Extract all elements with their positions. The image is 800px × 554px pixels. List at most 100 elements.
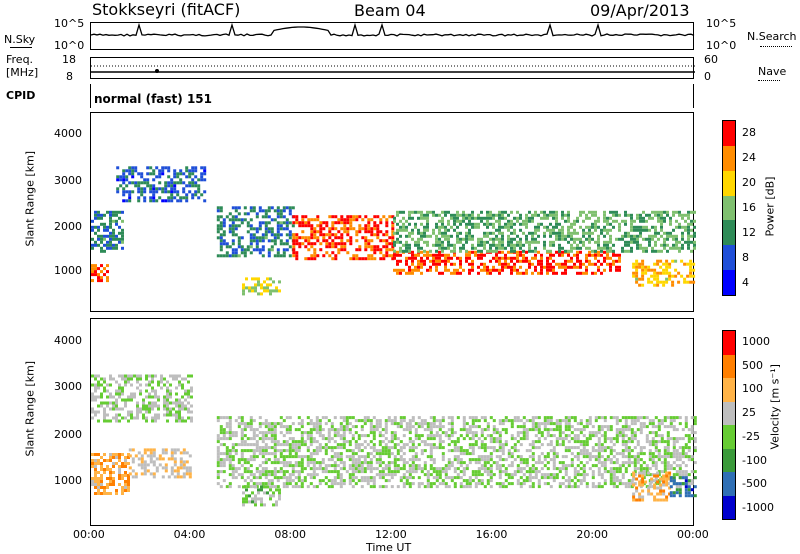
power-cell-5 — [373, 257, 377, 261]
velocity-cell-0 — [91, 392, 94, 396]
velocity-cell-1 — [94, 492, 97, 495]
velocity-cell-3 — [402, 446, 406, 450]
velocity-cell-3 — [555, 467, 559, 471]
velocity-cell-3 — [567, 422, 571, 426]
velocity-cell-3 — [657, 452, 661, 456]
power-cell-7 — [420, 237, 423, 241]
velocity-cell-3 — [495, 428, 499, 432]
power-cell-7 — [552, 231, 555, 235]
power-cell-2 — [119, 184, 123, 188]
power-cell-8 — [689, 274, 693, 278]
power-cell-7 — [570, 225, 573, 229]
power-cell-8 — [641, 277, 645, 281]
velocity-cell-3 — [627, 416, 631, 420]
velocity-cell-3 — [393, 419, 397, 423]
power-cell-5 — [358, 257, 362, 261]
velocity-cell-4 — [263, 503, 266, 507]
power-cell-6 — [564, 262, 567, 266]
velocity-cell-1 — [112, 465, 115, 468]
velocity-cell-3 — [522, 434, 526, 438]
power-cell-5 — [295, 257, 299, 261]
velocity-cell-3 — [597, 473, 601, 477]
velocity-cell-3 — [576, 440, 580, 444]
velocity-cell-3 — [240, 428, 244, 432]
power-cell-0 — [91, 228, 94, 232]
power-cell-6 — [516, 256, 519, 260]
power-cell-2 — [170, 181, 174, 185]
velocity-cell-3 — [525, 434, 529, 438]
power-cell-7 — [582, 210, 585, 214]
velocity-cell-4 — [242, 485, 245, 489]
power-cell-6 — [594, 253, 597, 257]
velocity-cell-3 — [567, 476, 571, 480]
velocity-cell-3 — [441, 419, 445, 423]
power-cell-7 — [447, 228, 450, 232]
velocity-cell-3 — [579, 461, 583, 465]
power-cell-8 — [653, 262, 657, 266]
velocity-cell-0 — [91, 410, 94, 414]
power-cell-7 — [507, 222, 510, 226]
power-cell-4 — [263, 286, 266, 290]
velocity-cell-3 — [312, 458, 316, 462]
velocity-cell-3 — [672, 425, 676, 429]
velocity-colorbar-segment — [723, 495, 735, 519]
power-cell-6 — [438, 253, 441, 257]
velocity-cell-6 — [687, 491, 691, 495]
power-cell-8 — [644, 268, 648, 272]
power-cell-6 — [510, 268, 513, 272]
power-cell-7 — [600, 249, 603, 253]
velocity-cell-2 — [170, 469, 174, 473]
power-cell-6 — [507, 262, 510, 266]
velocity-cell-3 — [318, 422, 322, 426]
velocity-cell-2 — [143, 460, 147, 464]
velocity-cell-0 — [184, 404, 187, 408]
velocity-cell-3 — [339, 443, 343, 447]
power-cell-7 — [438, 243, 441, 247]
power-cell-6 — [426, 256, 429, 260]
velocity-cell-5 — [638, 498, 642, 502]
power-cell-7 — [591, 225, 594, 229]
velocity-cell-3 — [669, 464, 673, 468]
velocity-cell-1 — [91, 465, 94, 468]
velocity-cell-0 — [148, 404, 151, 408]
velocity-cell-3 — [333, 461, 337, 465]
velocity-cell-3 — [453, 455, 457, 459]
velocity-cell-3 — [288, 428, 292, 432]
power-cell-3 — [222, 230, 226, 234]
velocity-cell-0 — [103, 407, 106, 411]
velocity-cell-3 — [261, 470, 265, 474]
velocity-cell-1 — [100, 492, 103, 495]
velocity-cell-3 — [585, 473, 589, 477]
velocity-cell-3 — [630, 440, 634, 444]
power-cell-6 — [396, 250, 399, 254]
velocity-cell-1 — [118, 456, 121, 459]
power-cell-6 — [606, 253, 609, 257]
velocity-cell-3 — [483, 485, 487, 489]
power-cell-2 — [161, 190, 165, 194]
velocity-cell-4 — [254, 494, 257, 498]
power-cell-5 — [391, 215, 395, 219]
power-cell-5 — [343, 227, 347, 231]
power-cell-3 — [273, 236, 277, 240]
power-cell-7 — [675, 240, 678, 244]
power-cell-5 — [340, 215, 344, 219]
velocity-cell-3 — [525, 461, 529, 465]
power-cell-6 — [498, 250, 501, 254]
power-cell-6 — [612, 262, 615, 266]
velocity-cell-3 — [309, 419, 313, 423]
velocity-cell-0 — [94, 377, 97, 381]
velocity-cell-3 — [642, 446, 646, 450]
velocity-cell-3 — [378, 476, 382, 480]
velocity-cell-3 — [423, 461, 427, 465]
power-cell-7 — [525, 219, 528, 223]
velocity-cell-3 — [552, 473, 556, 477]
power-cell-7 — [489, 216, 492, 220]
velocity-cell-3 — [651, 419, 655, 423]
power-cell-7 — [552, 243, 555, 247]
velocity-cell-3 — [420, 452, 424, 456]
power-cell-2 — [194, 181, 198, 185]
velocity-cell-0 — [94, 383, 97, 387]
velocity-cell-3 — [555, 443, 559, 447]
power-cell-7 — [693, 240, 696, 244]
power-cell-7 — [594, 228, 597, 232]
